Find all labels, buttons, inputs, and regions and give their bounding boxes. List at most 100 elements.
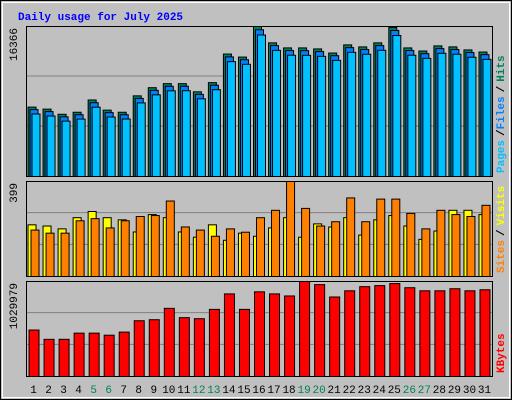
legend: KBytes: [496, 333, 508, 373]
bar: [302, 54, 312, 177]
x-tick-label: 26: [403, 385, 416, 397]
bar: [359, 286, 371, 377]
bar: [331, 221, 341, 278]
bar: [135, 216, 145, 277]
bar: [301, 207, 311, 277]
bar: [346, 197, 356, 277]
bar: [392, 35, 402, 177]
y-tick-label: 1029979: [9, 283, 21, 329]
bar: [181, 90, 191, 177]
bar: [332, 59, 342, 177]
bar: [151, 94, 161, 177]
x-tick-label: 24: [373, 385, 387, 397]
bar: [30, 229, 40, 277]
bar: [75, 220, 85, 278]
x-tick-label: 25: [388, 385, 401, 397]
bar: [133, 320, 145, 377]
legend-entry: Sites: [496, 240, 508, 273]
bar: [449, 288, 461, 377]
bar: [467, 56, 477, 178]
x-tick-label: 14: [222, 385, 236, 397]
bar: [118, 331, 130, 377]
x-tick-label: 3: [60, 385, 67, 397]
bar: [43, 338, 55, 378]
legend-separator: /: [496, 85, 508, 92]
bar: [391, 198, 401, 277]
bar: [91, 106, 101, 177]
bar: [286, 181, 296, 277]
bar: [210, 235, 220, 277]
bar: [317, 55, 327, 178]
bar: [284, 295, 296, 377]
bar: [46, 115, 56, 177]
bar: [88, 332, 100, 378]
legend-entry: Hits: [496, 55, 508, 81]
x-tick-label: 1: [30, 385, 37, 397]
x-tick-label: 10: [162, 385, 175, 397]
bar: [193, 318, 205, 377]
legend-entry: Visits: [496, 186, 508, 226]
bar: [389, 283, 401, 377]
bar: [269, 293, 281, 378]
x-tick-label: 4: [75, 385, 82, 397]
x-tick-label: 12: [192, 385, 205, 397]
x-tick-label: 11: [177, 385, 191, 397]
x-tick-label: 23: [358, 385, 371, 397]
bar: [482, 58, 492, 177]
bar: [73, 332, 85, 378]
bar: [344, 290, 356, 378]
bar: [165, 200, 175, 277]
bar: [256, 217, 265, 277]
bar: [240, 231, 250, 277]
legend-separator: /: [496, 229, 508, 236]
bar: [105, 227, 115, 278]
legend: Sites / Visits: [496, 186, 508, 273]
x-tick-label: 17: [267, 385, 280, 397]
x-tick-label: 22: [343, 385, 356, 397]
x-tick-label: 9: [150, 385, 157, 397]
bar: [314, 284, 326, 378]
bar: [180, 226, 190, 278]
bar: [238, 308, 250, 378]
legend-separator: /: [496, 129, 508, 136]
bar: [225, 228, 235, 277]
bar: [106, 116, 116, 177]
bar: [464, 290, 476, 378]
bar: [257, 34, 266, 177]
bar: [103, 334, 115, 377]
bar: [226, 61, 236, 177]
bar: [316, 225, 326, 277]
y-tick-label: 399: [9, 183, 21, 203]
bar: [287, 54, 297, 177]
x-tick-label: 7: [120, 385, 127, 397]
bar: [196, 98, 206, 177]
bar: [45, 232, 55, 278]
x-tick-label: 13: [207, 385, 220, 397]
bar: [421, 228, 431, 277]
bar: [406, 212, 416, 277]
bar: [479, 289, 491, 377]
x-tick-label: 21: [328, 385, 342, 397]
bar: [211, 89, 221, 177]
bar: [271, 209, 281, 277]
bar: [121, 118, 131, 177]
x-tick-label: 5: [90, 385, 97, 397]
chart-title: Daily usage for July 2025: [18, 12, 183, 24]
bar: [163, 307, 175, 377]
x-tick-label: 16: [252, 385, 265, 397]
legend: Pages/Files/Hits: [496, 55, 508, 173]
bar: [407, 54, 417, 177]
x-tick-label: 30: [463, 385, 476, 397]
bar: [376, 198, 386, 277]
bar: [434, 290, 446, 378]
bar: [404, 287, 416, 378]
legend-entry: Pages: [496, 140, 508, 173]
bar: [347, 51, 357, 177]
bar: [28, 329, 40, 378]
bar: [452, 53, 462, 177]
bar: [195, 229, 205, 277]
bar: [31, 113, 41, 177]
